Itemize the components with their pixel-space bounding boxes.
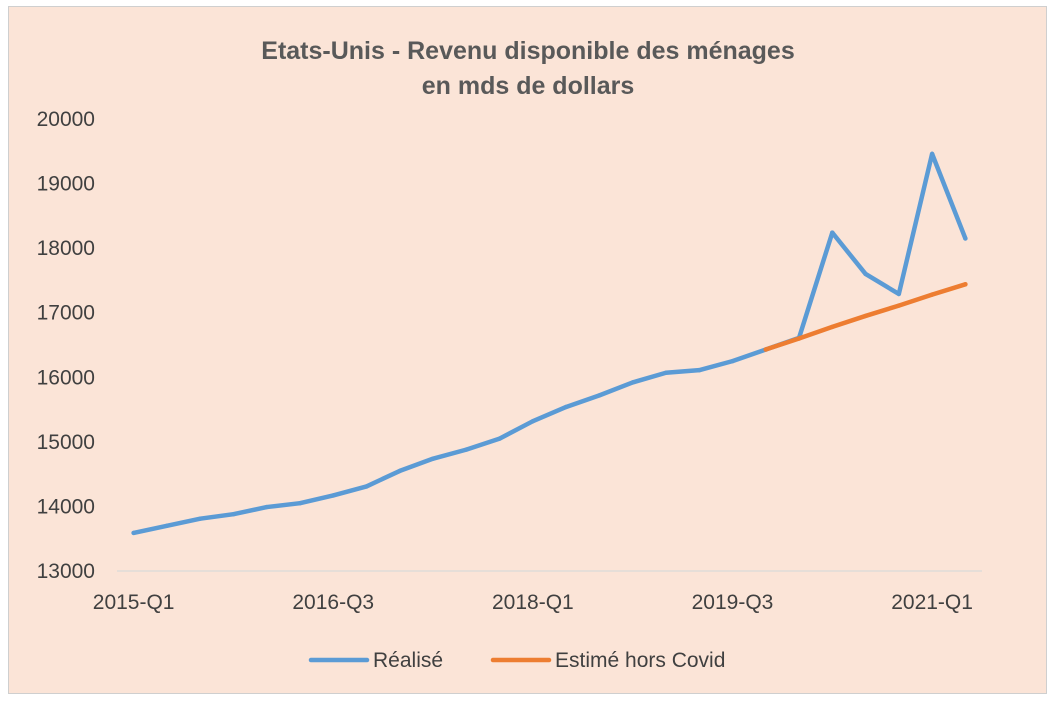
data-point <box>630 380 635 385</box>
data-point <box>563 404 569 410</box>
data-point <box>397 468 402 474</box>
series-layer <box>131 151 968 536</box>
data-point <box>464 447 469 452</box>
chart-subtitle: en mds de dollars <box>422 72 635 100</box>
data-point <box>331 493 336 498</box>
data-point <box>364 484 369 489</box>
chart-frame: Etats-Unis - Revenu disponible des ménag… <box>8 6 1047 694</box>
y-axis-ticks: 13000 14000 15000 16000 17000 18000 19000 20000 <box>37 108 95 583</box>
y-tick-label: 16000 <box>37 366 95 389</box>
x-tick-label: 2018-Q1 <box>492 591 574 614</box>
data-point <box>663 370 669 375</box>
data-point <box>231 511 236 517</box>
legend-label-1: Réalisé <box>373 649 443 672</box>
data-point <box>863 313 868 319</box>
series-line-1 <box>131 151 968 536</box>
data-point <box>297 501 303 506</box>
x-axis-ticks: 2015-Q1 2016-Q3 2018-Q1 2019-Q3 2021-Q1 <box>93 591 973 614</box>
y-tick-label: 19000 <box>37 173 95 196</box>
data-point <box>963 282 968 287</box>
y-tick-label: 18000 <box>37 237 95 260</box>
x-tick-label: 2016-Q3 <box>292 591 374 614</box>
y-tick-label: 13000 <box>37 560 95 583</box>
y-tick-label: 20000 <box>37 108 95 131</box>
x-tick-label: 2019-Q3 <box>692 591 774 614</box>
data-point <box>830 230 835 235</box>
data-point <box>763 347 768 352</box>
x-tick-label: 2015-Q1 <box>93 591 175 614</box>
data-point <box>896 291 902 297</box>
data-point <box>597 393 602 398</box>
data-point <box>830 324 835 330</box>
data-point <box>929 292 935 297</box>
data-point <box>730 358 735 364</box>
data-point <box>197 516 203 521</box>
x-tick-label: 2021-Q1 <box>891 591 973 614</box>
data-point <box>796 336 802 341</box>
y-tick-label: 14000 <box>37 495 95 518</box>
legend-label-2: Estimé hors Covid <box>555 649 725 672</box>
data-point <box>430 456 436 461</box>
data-point <box>164 523 170 528</box>
data-point <box>264 504 269 510</box>
y-tick-label: 17000 <box>37 302 95 325</box>
line-chart: Etats-Unis - Revenu disponible des ménag… <box>37 37 982 672</box>
data-point <box>863 271 868 277</box>
y-tick-label: 15000 <box>37 431 95 454</box>
data-point <box>963 236 968 241</box>
data-point <box>497 436 502 441</box>
data-point <box>697 367 702 373</box>
chart-title: Etats-Unis - Revenu disponible des ménag… <box>261 37 794 65</box>
data-point <box>896 303 902 308</box>
data-point <box>131 530 136 536</box>
data-point <box>929 151 935 157</box>
legend: Réalisé Estimé hors Covid <box>308 649 725 672</box>
data-point <box>530 418 536 424</box>
